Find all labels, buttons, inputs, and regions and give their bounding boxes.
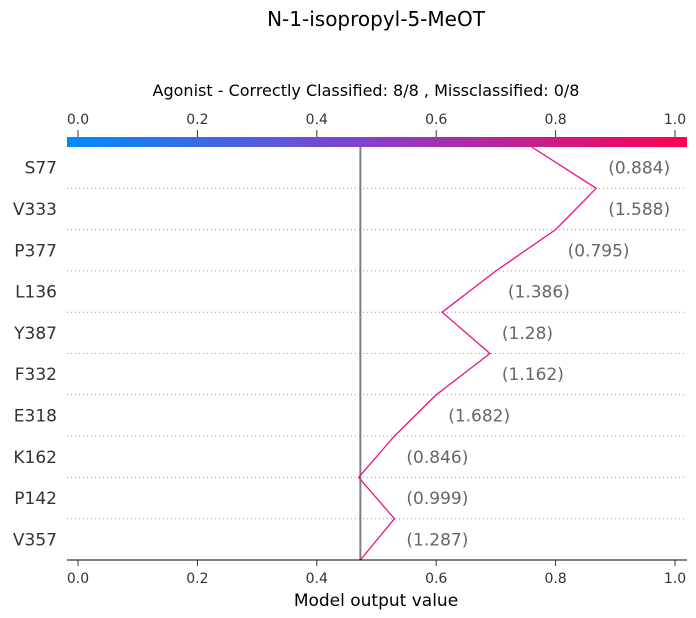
feature-label: P377: [14, 241, 57, 261]
row-gridlines: [67, 187, 687, 520]
feature-value-label: (1.28): [502, 324, 553, 344]
feature-label: V333: [13, 200, 57, 220]
feature-labels: S77 V333 P377 L136 Y387 F332 E318 K162 P142 V357: [13, 159, 57, 551]
top-tick-label: 0.0: [67, 112, 89, 128]
bottom-axis: 0.0 0.2 0.4 0.6 0.8 1.0: [67, 560, 686, 587]
feature-value-label: (1.162): [502, 365, 564, 385]
bottom-tick-label: 0.8: [544, 571, 566, 587]
feature-value-label: (1.386): [508, 283, 570, 303]
feature-label: P142: [14, 489, 57, 509]
x-axis-title: Model output value: [294, 591, 458, 611]
feature-label: F332: [15, 365, 57, 385]
bottom-tick-label: 0.6: [425, 571, 447, 587]
chart-subtitle: Agonist - Correctly Classified: 8/8 , Mi…: [153, 81, 580, 100]
feature-value-label: (0.999): [406, 489, 468, 509]
feature-label: E318: [14, 406, 57, 426]
feature-value-label: (1.287): [406, 530, 468, 550]
top-tick-label: 1.0: [664, 112, 686, 128]
feature-value-label: (0.846): [406, 448, 468, 468]
top-axis: 0.0 0.2 0.4 0.6 0.8 1.0: [67, 112, 686, 137]
decision-path: [357, 146, 598, 561]
feature-value-labels: (0.884) (1.588) (0.795) (1.386) (1.28) (1.162…: [406, 159, 670, 551]
feature-label: K162: [13, 448, 57, 468]
bottom-tick-label: 0.4: [306, 571, 328, 587]
chart-title: N-1-isopropyl-5-MeOT: [267, 7, 486, 31]
feature-label: L136: [15, 283, 57, 303]
feature-label: V357: [13, 530, 57, 550]
top-tick-label: 0.4: [306, 112, 328, 128]
bottom-tick-label: 1.0: [664, 571, 686, 587]
bottom-tick-label: 0.0: [67, 571, 89, 587]
colorbar: [67, 137, 687, 147]
top-tick-label: 0.8: [544, 112, 566, 128]
top-tick-label: 0.6: [425, 112, 447, 128]
bottom-tick-label: 0.2: [186, 571, 208, 587]
feature-value-label: (0.795): [568, 241, 630, 261]
feature-label: Y387: [13, 324, 57, 344]
feature-value-label: (1.682): [448, 406, 510, 426]
top-tick-label: 0.2: [186, 112, 208, 128]
feature-label: S77: [25, 159, 57, 179]
feature-value-label: (1.588): [608, 200, 670, 220]
feature-value-label: (0.884): [608, 159, 670, 179]
